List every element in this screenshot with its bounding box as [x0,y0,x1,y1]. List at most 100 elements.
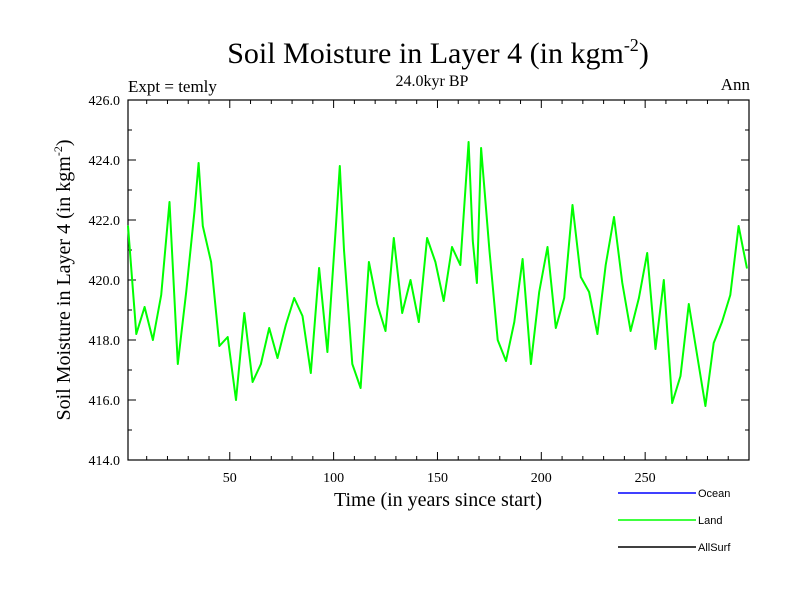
experiment-label: Expt = temly [128,77,217,96]
data-point [368,261,370,263]
data-point [451,246,453,248]
data-point [580,276,582,278]
y-axis-label-close: ) [53,139,75,146]
data-point [513,321,516,323]
data-point [488,249,491,251]
chart-title: Soil Moisture in Layer 4 (in kgm-2) [227,35,649,70]
chart-subtitle: 24.0kyr BP [396,73,469,90]
data-point [629,330,632,332]
data-point [318,267,320,269]
data-point [729,294,732,296]
chart-title-close: ) [639,37,649,70]
data-point [243,312,246,314]
data-point [409,279,412,281]
data-point [301,315,304,317]
data-point [496,339,499,341]
data-point [746,267,748,269]
data-point [663,279,665,281]
data-point [721,321,723,323]
data-point [613,216,615,218]
data-point [143,306,146,308]
data-point [185,291,187,293]
data-point [654,348,657,350]
data-point [293,297,296,299]
axis-ticks [128,99,749,461]
legend-label-land: Land [698,515,722,527]
data-point [197,162,200,164]
x-tick-label: 100 [323,471,344,486]
data-point [712,342,715,344]
x-axis-label: Time (in years since start) [334,489,542,511]
data-point [737,225,740,227]
y-tick-label: 418.0 [89,334,121,349]
data-point [696,354,698,356]
season-label: Ann [721,75,751,94]
x-tick-label: 200 [531,471,552,486]
data-point [704,405,707,407]
data-point [472,240,474,242]
x-tick-label: 250 [635,471,656,486]
y-axis-label-sup: -2 [51,146,65,156]
data-point [210,261,212,263]
data-point [127,225,129,227]
data-point [434,261,437,263]
data-point [276,357,279,359]
data-point [459,264,462,266]
y-axis-label: Soil Moisture in Layer 4 (in kgm-2) [51,139,75,420]
data-point [546,246,549,248]
data-point [160,294,162,296]
data-point [538,291,540,293]
data-point [571,204,574,206]
data-point [563,297,565,299]
x-tick-label: 150 [427,471,448,486]
data-point [442,300,445,302]
y-axis-label-main: Soil Moisture in Layer 4 (in kgm [53,156,75,421]
series-line-land [127,141,748,407]
data-point [177,363,179,365]
y-tick-label: 424.0 [89,154,121,169]
data-point [688,303,690,305]
x-tick-labels: 50 100 150 200 250 [223,471,656,486]
data-point [555,327,557,329]
data-point [476,282,478,284]
y-tick-label: 420.0 [89,274,121,289]
data-point [351,363,354,365]
data-point [376,303,379,305]
data-point [152,339,154,341]
data-point [588,291,590,293]
data-point [135,333,138,335]
legend: Ocean Land AllSurf [618,488,731,554]
data-point [218,345,221,347]
y-tick-label: 414.0 [89,454,121,469]
data-point [202,225,204,227]
data-point [393,237,395,239]
data-point [521,258,524,260]
data-point [426,237,428,239]
y-tick-label: 422.0 [89,214,121,229]
data-point [251,381,254,383]
legend-label-ocean: Ocean [698,488,730,500]
data-point [326,351,329,353]
data-point [467,141,470,143]
series-group [127,141,748,407]
legend-label-allsurf: AllSurf [698,542,731,554]
chart-title-sup: -2 [624,35,639,55]
chart-title-main: Soil Moisture in Layer 4 (in kgm [227,37,624,70]
data-point [359,387,362,389]
data-point [268,327,271,329]
data-point [480,147,482,149]
data-point [226,336,229,338]
data-point [260,363,262,365]
data-point [671,402,673,404]
data-point [310,372,312,374]
x-tick-label: 50 [223,471,237,486]
data-point [168,201,171,203]
data-point [285,324,287,326]
y-tick-label: 426.0 [89,94,121,109]
data-point [604,264,607,266]
data-point [596,333,599,335]
data-point [638,297,640,299]
data-point [679,375,682,377]
data-point [339,165,341,167]
